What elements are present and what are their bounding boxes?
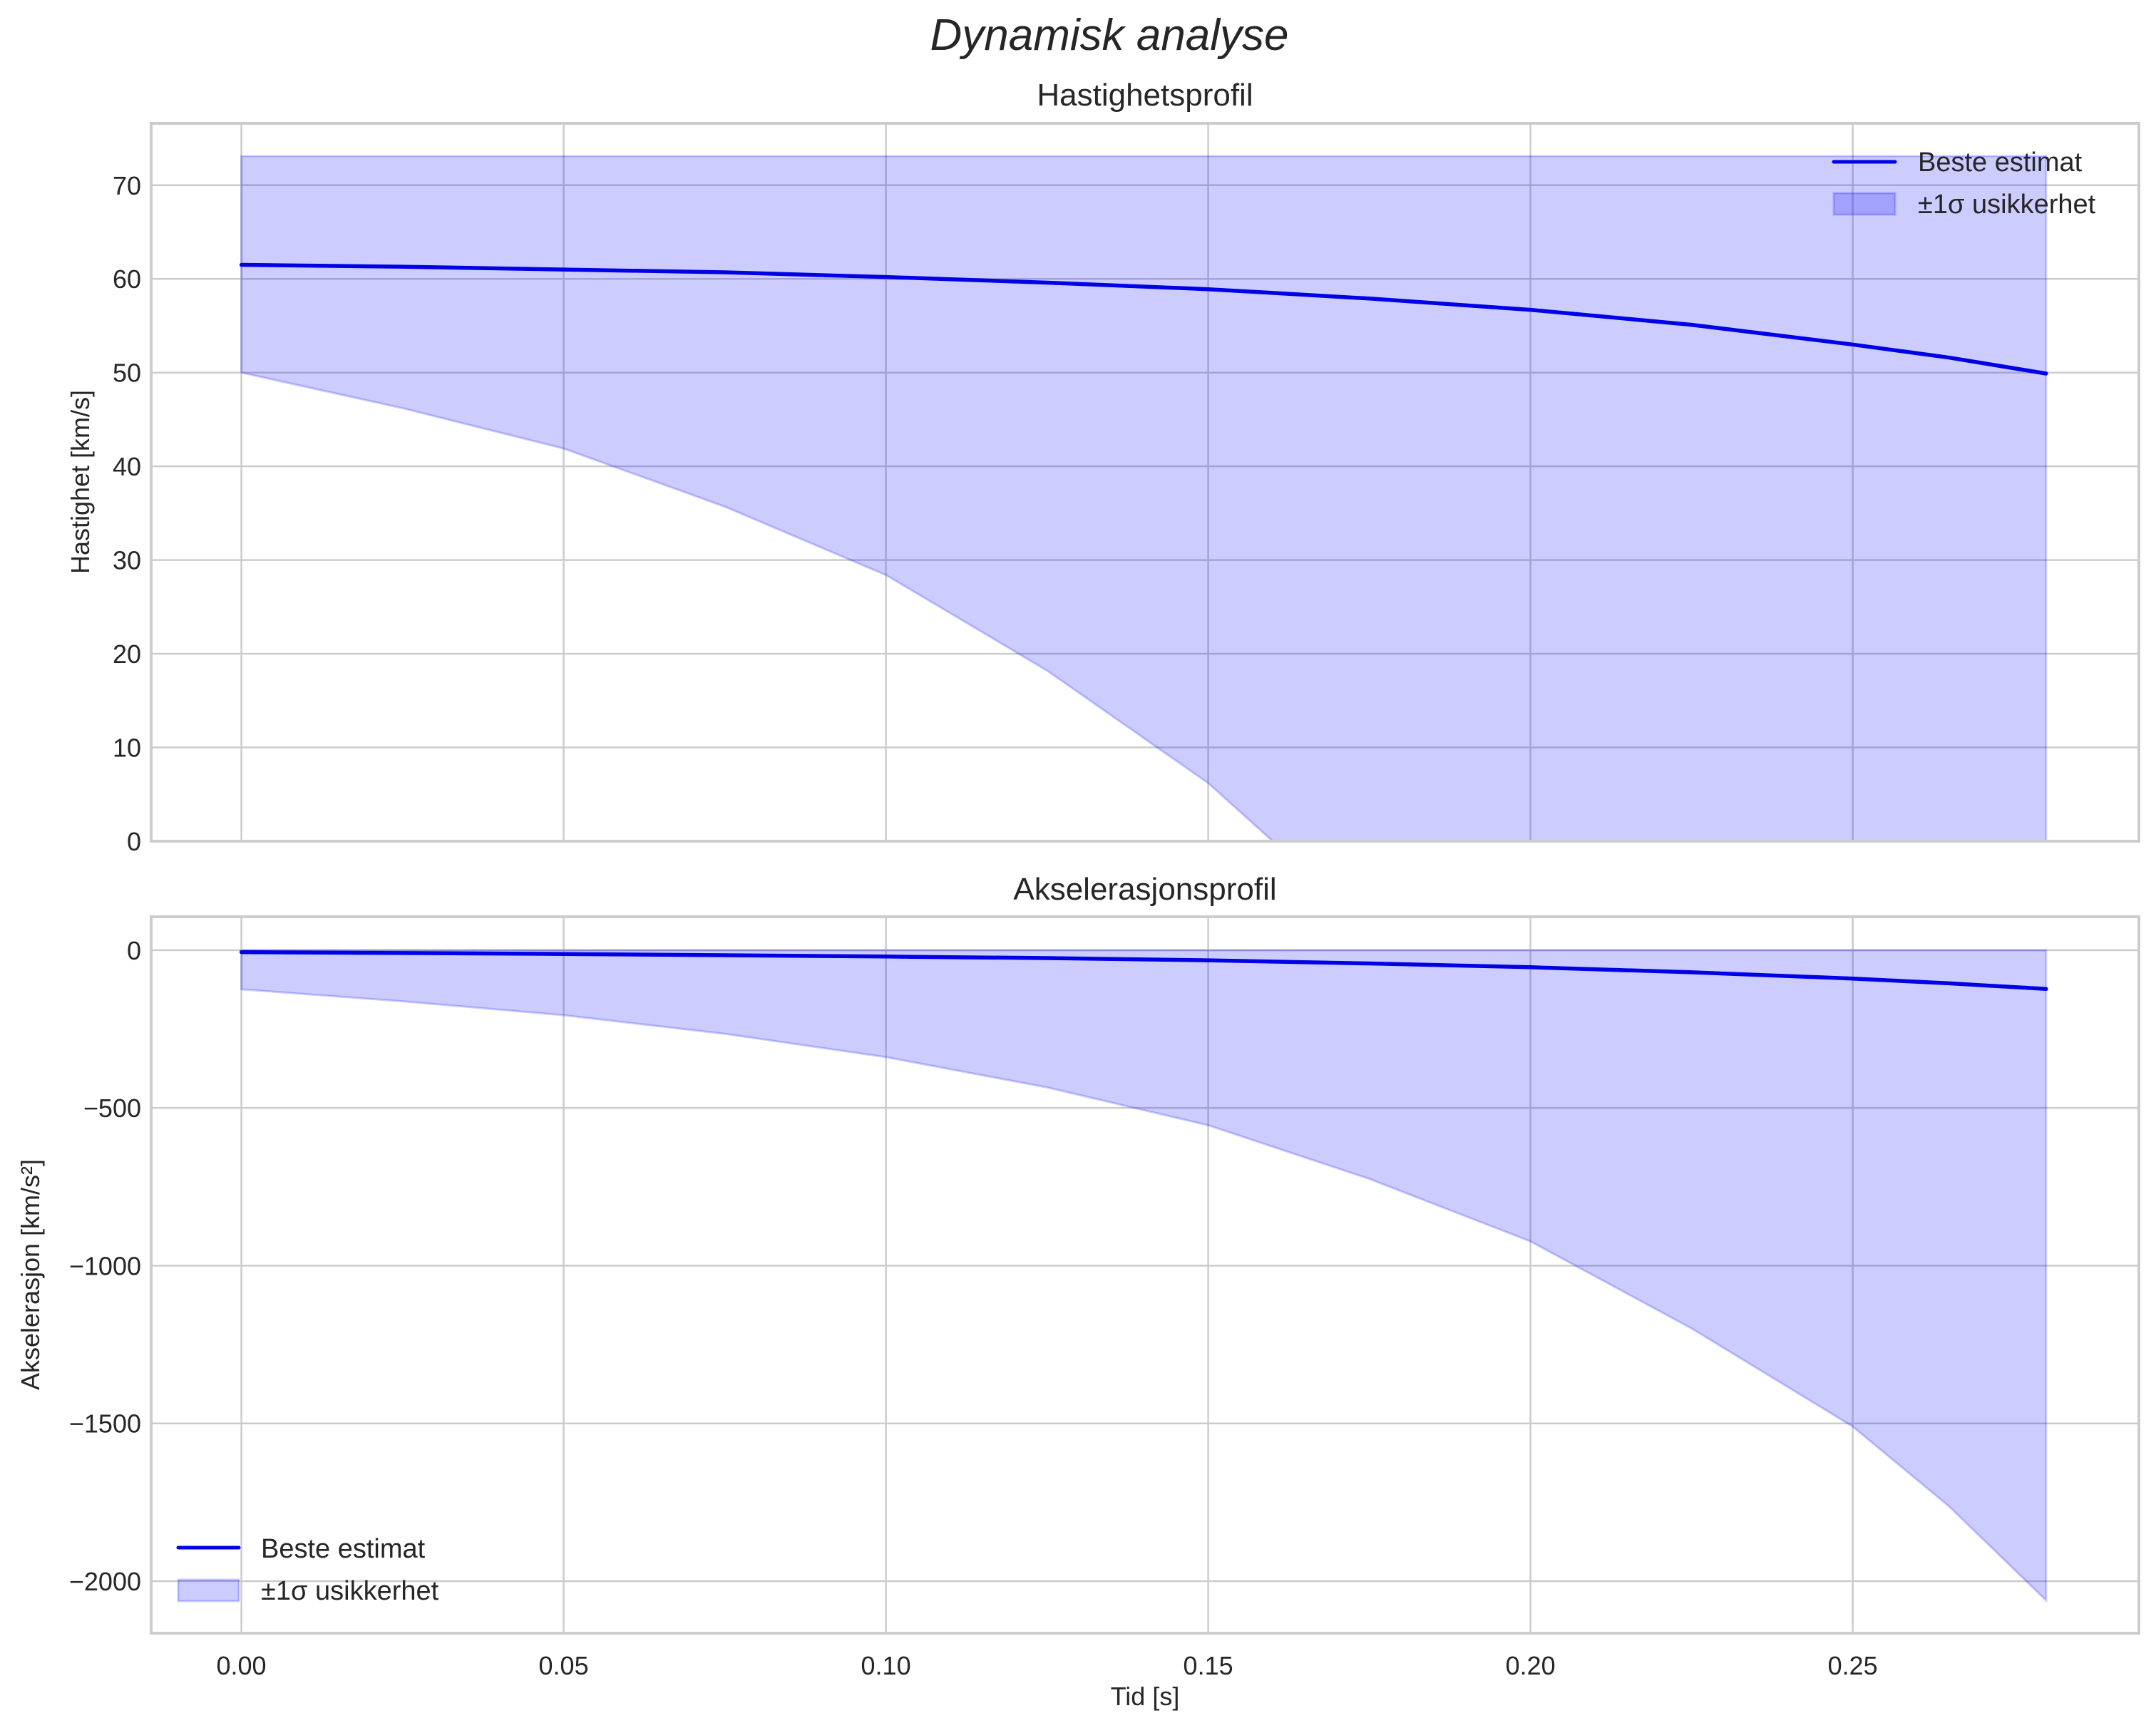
uncertainty-band xyxy=(240,949,2048,1603)
y-tick-label: −1500 xyxy=(69,1409,141,1439)
y-tick-label: 20 xyxy=(113,639,141,669)
best-estimate-line xyxy=(239,950,2048,992)
acceleration-data xyxy=(239,949,2048,1603)
legend-label-best-estimate: Beste estimat xyxy=(261,1534,426,1564)
velocity-ticks: 0 10 20 30 40 50 60 70 xyxy=(113,171,141,856)
y-tick-label: −2000 xyxy=(69,1567,141,1596)
y-tick-label: 30 xyxy=(113,546,141,575)
velocity-y-axis-label: Hastighet [km/s] xyxy=(66,390,95,574)
y-tick-label: 50 xyxy=(113,359,141,388)
uncertainty-band xyxy=(240,155,2048,841)
y-tick-label: 60 xyxy=(113,264,141,294)
velocity-grid xyxy=(151,123,2139,843)
x-tick-label: 0.20 xyxy=(1506,1651,1556,1680)
x-tick-label: 0.05 xyxy=(539,1651,589,1680)
x-tick-label: 0.10 xyxy=(861,1651,911,1680)
acceleration-plot: Akselerasjonsprofil 0.00 0.05 0.10 0.15 0.20… xyxy=(16,872,2140,1680)
x-axis-label: Tid [s] xyxy=(1111,1682,1180,1711)
legend-label-uncertainty: ±1σ usikkerhet xyxy=(1918,190,2096,220)
acceleration-ticks: 0.00 0.05 0.10 0.15 0.20 0.25 0 −500 −1000 −1500 −… xyxy=(69,936,1878,1680)
acceleration-legend: Beste estimat ±1σ usikkerhet xyxy=(176,1534,439,1606)
y-tick-label: 70 xyxy=(113,171,141,200)
legend-label-best-estimate: Beste estimat xyxy=(1918,148,2083,178)
acceleration-plot-title: Akselerasjonsprofil xyxy=(1013,872,1276,907)
x-tick-label: 0.00 xyxy=(217,1651,267,1680)
velocity-legend: Beste estimat ±1σ usikkerhet xyxy=(1832,148,2096,220)
acceleration-y-axis-label: Akselerasjon [km/s²] xyxy=(16,1159,45,1390)
x-tick-label: 0.15 xyxy=(1184,1651,1233,1680)
y-tick-label: −500 xyxy=(83,1094,141,1123)
y-tick-label: 0 xyxy=(127,936,141,965)
y-tick-label: 10 xyxy=(113,734,141,763)
acceleration-grid xyxy=(151,917,2139,1633)
y-tick-label: 40 xyxy=(113,452,141,481)
best-estimate-line xyxy=(239,262,2048,376)
legend-label-uncertainty: ±1σ usikkerhet xyxy=(261,1576,439,1606)
y-tick-label: −1000 xyxy=(69,1251,141,1280)
velocity-plot: Hastighetsprofil 0 10 20 30 40 50 60 70 Hastigh… xyxy=(66,78,2140,856)
acceleration-plot-frame xyxy=(150,915,2140,1635)
x-tick-label: 0.25 xyxy=(1828,1651,1878,1680)
velocity-data xyxy=(239,155,2048,841)
velocity-plot-title: Hastighetsprofil xyxy=(1037,78,1253,113)
legend-band-icon xyxy=(177,1578,240,1603)
legend-band-icon xyxy=(1832,192,1896,216)
y-tick-label: 0 xyxy=(127,827,141,856)
figure-title: Dynamisk analyse xyxy=(930,11,1288,60)
velocity-plot-frame xyxy=(150,122,2140,843)
